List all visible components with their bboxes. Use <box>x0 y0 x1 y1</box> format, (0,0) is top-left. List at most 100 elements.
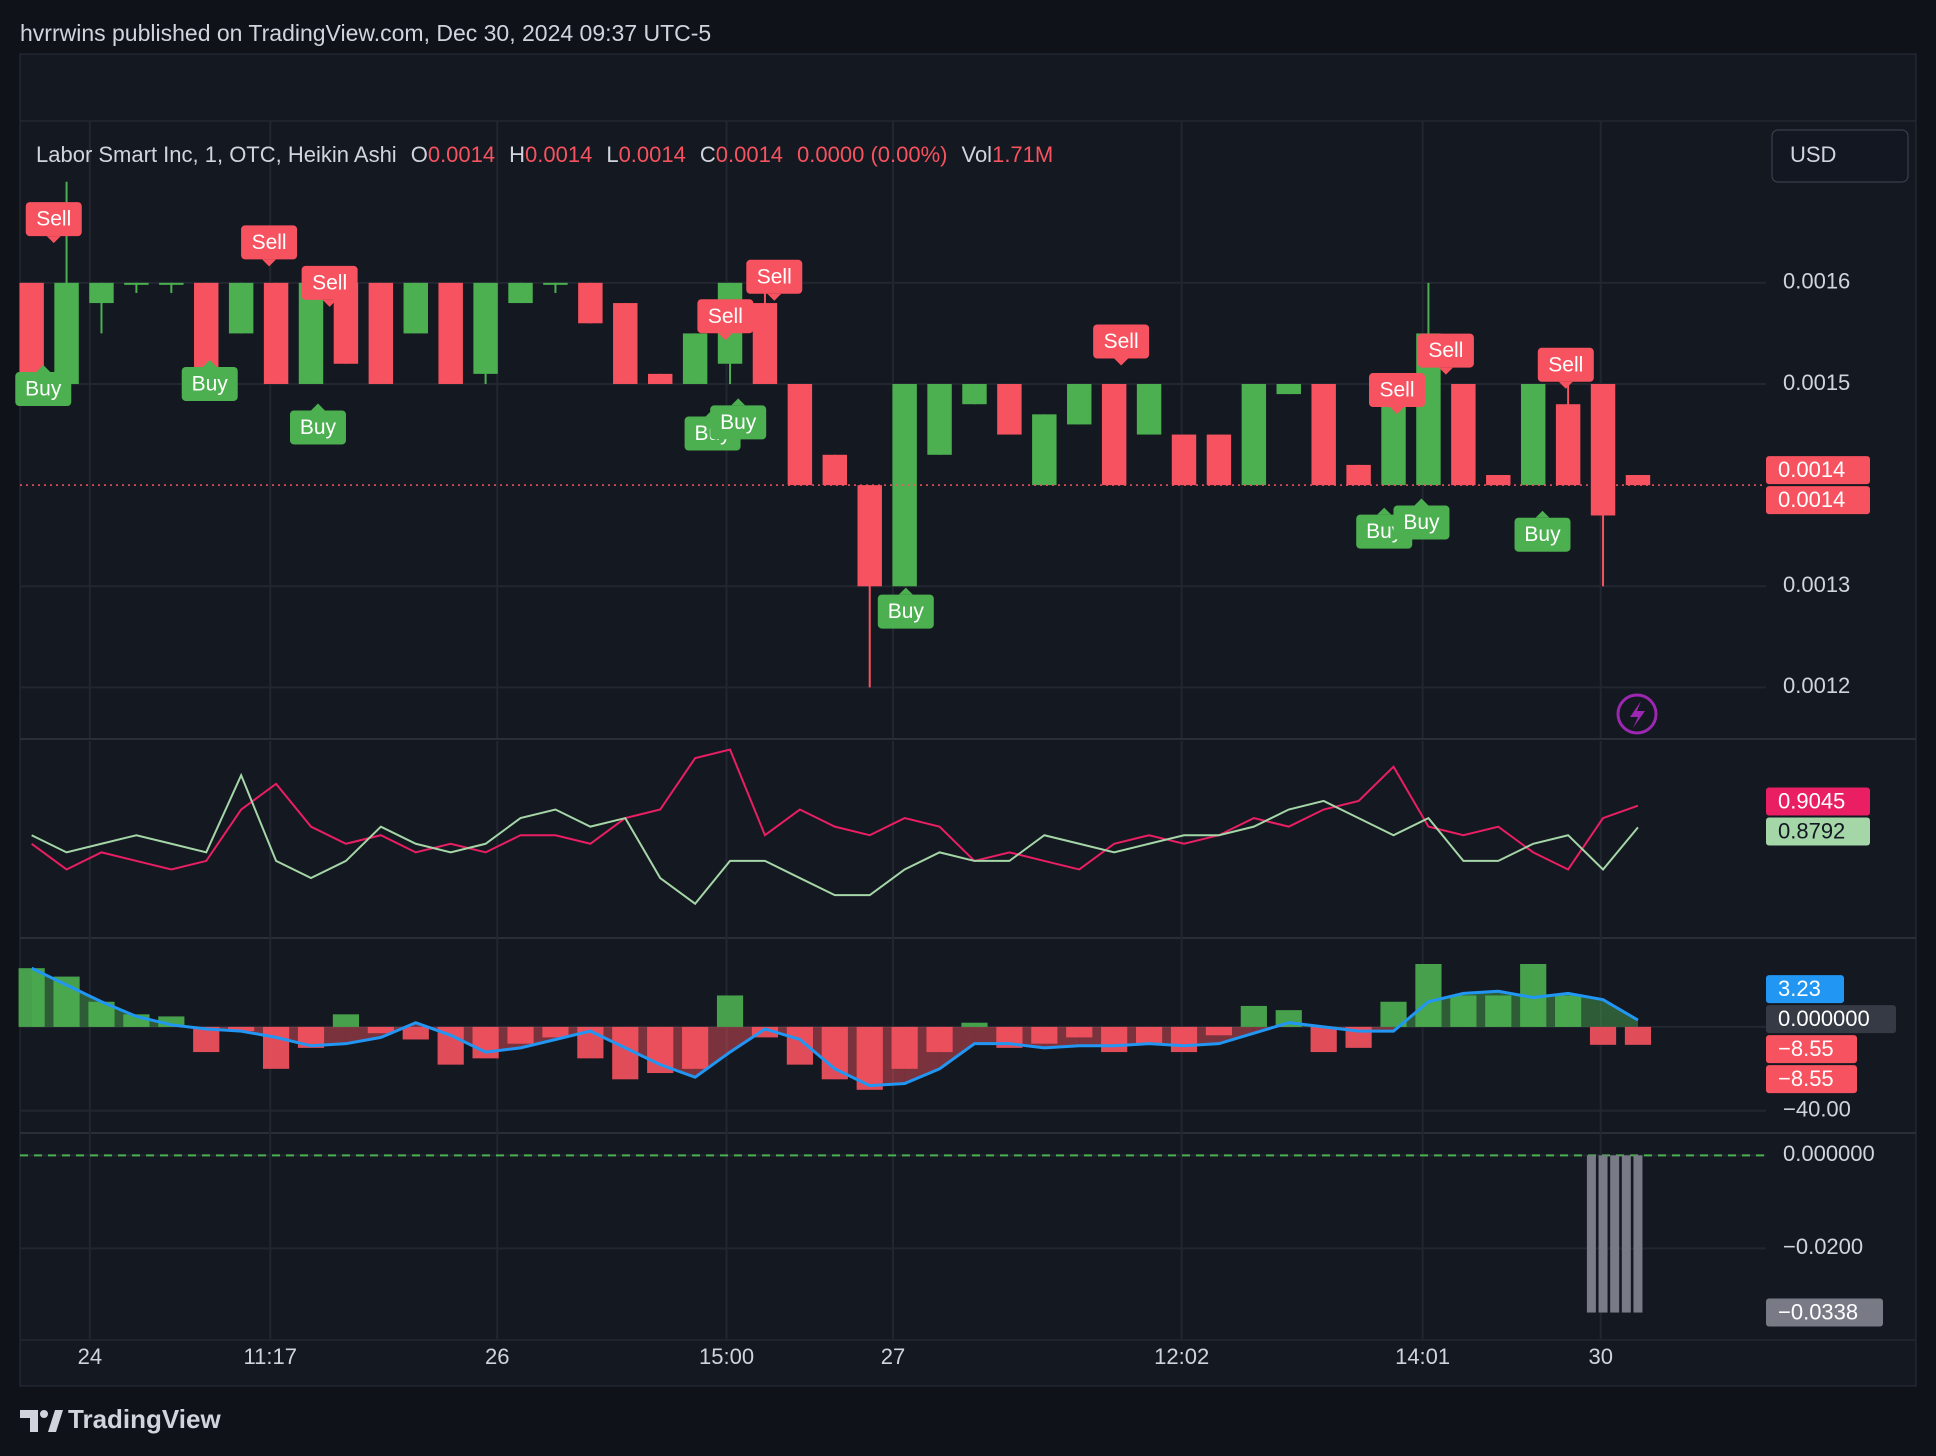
value-tag <box>1766 787 1870 816</box>
histogram-bar <box>1450 995 1477 1027</box>
histogram-bar <box>716 995 744 1027</box>
histogram-bar <box>193 1026 220 1053</box>
marker-pointer <box>1535 510 1550 518</box>
histogram-bar <box>507 1026 534 1044</box>
marker-pointer <box>767 293 782 301</box>
marker-box <box>289 410 346 445</box>
value-tag <box>1766 975 1844 1004</box>
marker-label: Buy <box>25 378 62 401</box>
candle-body <box>1101 383 1127 486</box>
signal-marker: Sell <box>301 265 358 307</box>
candle-body <box>857 485 882 587</box>
candle-body <box>682 333 708 384</box>
marker-label: Buy <box>300 416 337 439</box>
signal-marker: Buy <box>877 587 934 629</box>
candle-body <box>1590 383 1616 516</box>
candle-body <box>1486 475 1511 486</box>
candle-body <box>997 383 1022 435</box>
button-label[interactable]: USD <box>1790 142 1836 167</box>
marker-label: Buy <box>720 411 757 434</box>
candle-body <box>1451 383 1476 486</box>
icon-ring[interactable] <box>1616 693 1658 735</box>
candle-body <box>1276 383 1301 395</box>
histogram-bar <box>1485 995 1512 1027</box>
marker-pointer <box>46 236 61 244</box>
histogram-bar <box>1031 1026 1058 1044</box>
candle-body <box>647 373 673 384</box>
marker-label: Buy <box>192 373 229 396</box>
histogram-bar <box>1240 1005 1267 1027</box>
candle-body <box>1171 434 1197 486</box>
histogram-bar <box>1415 964 1442 1027</box>
x-tick-label: 11:17 <box>244 1344 297 1369</box>
y-tick-label: 0.0013 <box>1783 572 1850 597</box>
symbol-legend: Labor Smart Inc, 1, OTC, Heikin Ashi O 0.… <box>36 142 1067 168</box>
histogram-bar <box>542 1026 569 1038</box>
value-tag-label: −0.0338 <box>1778 1299 1858 1324</box>
histogram-bar <box>228 1026 255 1032</box>
value-tag <box>1766 1005 1896 1034</box>
legend-value: 1.71M <box>992 142 1054 167</box>
histogram-bar <box>472 1026 499 1059</box>
marker-pointer <box>36 365 51 373</box>
marker-box <box>746 259 803 294</box>
candle-body <box>578 282 603 324</box>
candle-body <box>368 282 394 384</box>
x-tick-label: 15:00 <box>699 1344 754 1369</box>
marker-box <box>1417 333 1474 368</box>
marker-label: Sell <box>1104 330 1139 353</box>
candle-body <box>1346 464 1371 486</box>
alert-icon[interactable] <box>1616 693 1658 735</box>
marker-box <box>1514 517 1571 552</box>
signal-marker: Sell <box>746 259 803 301</box>
icon-bolt[interactable] <box>1630 701 1645 728</box>
marker-label: Sell <box>1548 353 1583 376</box>
marker-pointer <box>718 333 733 341</box>
value-tag-label: −8.55 <box>1778 1066 1834 1091</box>
candle-body <box>1067 383 1092 425</box>
currency-button[interactable]: USD <box>1771 129 1909 183</box>
candle-body <box>927 383 952 455</box>
legend-change: 0.0000 (0.00%) <box>797 142 948 167</box>
legend-key: C <box>699 142 716 167</box>
symbol-name: Labor Smart Inc, 1, OTC, Heikin Ashi <box>36 142 397 167</box>
legend-value: 0.0014 <box>618 142 686 167</box>
candle-body <box>89 282 114 304</box>
histogram-bar <box>18 968 45 1027</box>
legend-key: L <box>606 142 619 167</box>
marker-pointer <box>310 403 325 411</box>
candle-body <box>228 282 254 334</box>
marker-label: Sell <box>757 265 792 288</box>
bar <box>1610 1155 1620 1313</box>
candle-body <box>543 282 568 285</box>
histogram-bar <box>1205 1026 1233 1036</box>
value-tag-label: 0.9045 <box>1778 788 1845 813</box>
histogram-bar <box>682 1026 709 1069</box>
histogram-bar <box>856 1026 883 1090</box>
candle-body <box>613 303 638 384</box>
marker-label: Sell <box>312 271 347 294</box>
histogram-bar <box>891 1026 918 1069</box>
candle-body <box>54 282 79 384</box>
candle-body <box>263 282 289 384</box>
candle-body <box>1206 434 1232 486</box>
value-tag-label: 3.23 <box>1778 976 1821 1001</box>
marker-box <box>241 225 298 260</box>
y-tick-label: −0.0200 <box>1783 1234 1863 1259</box>
marker-pointer <box>1377 507 1392 515</box>
marker-label: Sell <box>252 231 287 254</box>
histogram-bar <box>402 1026 429 1040</box>
logo-shape <box>48 1410 63 1432</box>
histogram-bar <box>332 1014 360 1027</box>
marker-box <box>710 405 767 440</box>
marker-box <box>1537 347 1594 382</box>
value-tag-label: 0.000000 <box>1778 1006 1870 1031</box>
x-tick-label: 26 <box>485 1344 509 1369</box>
y-tick-label: 0.000000 <box>1783 1141 1875 1166</box>
marker-pointer <box>1114 358 1129 366</box>
histogram-bar <box>367 1026 394 1034</box>
signal-marker: Sell <box>1093 324 1150 366</box>
button-frame[interactable] <box>1771 129 1909 183</box>
marker-box <box>1393 505 1450 540</box>
signal-marker: Sell <box>25 202 82 244</box>
